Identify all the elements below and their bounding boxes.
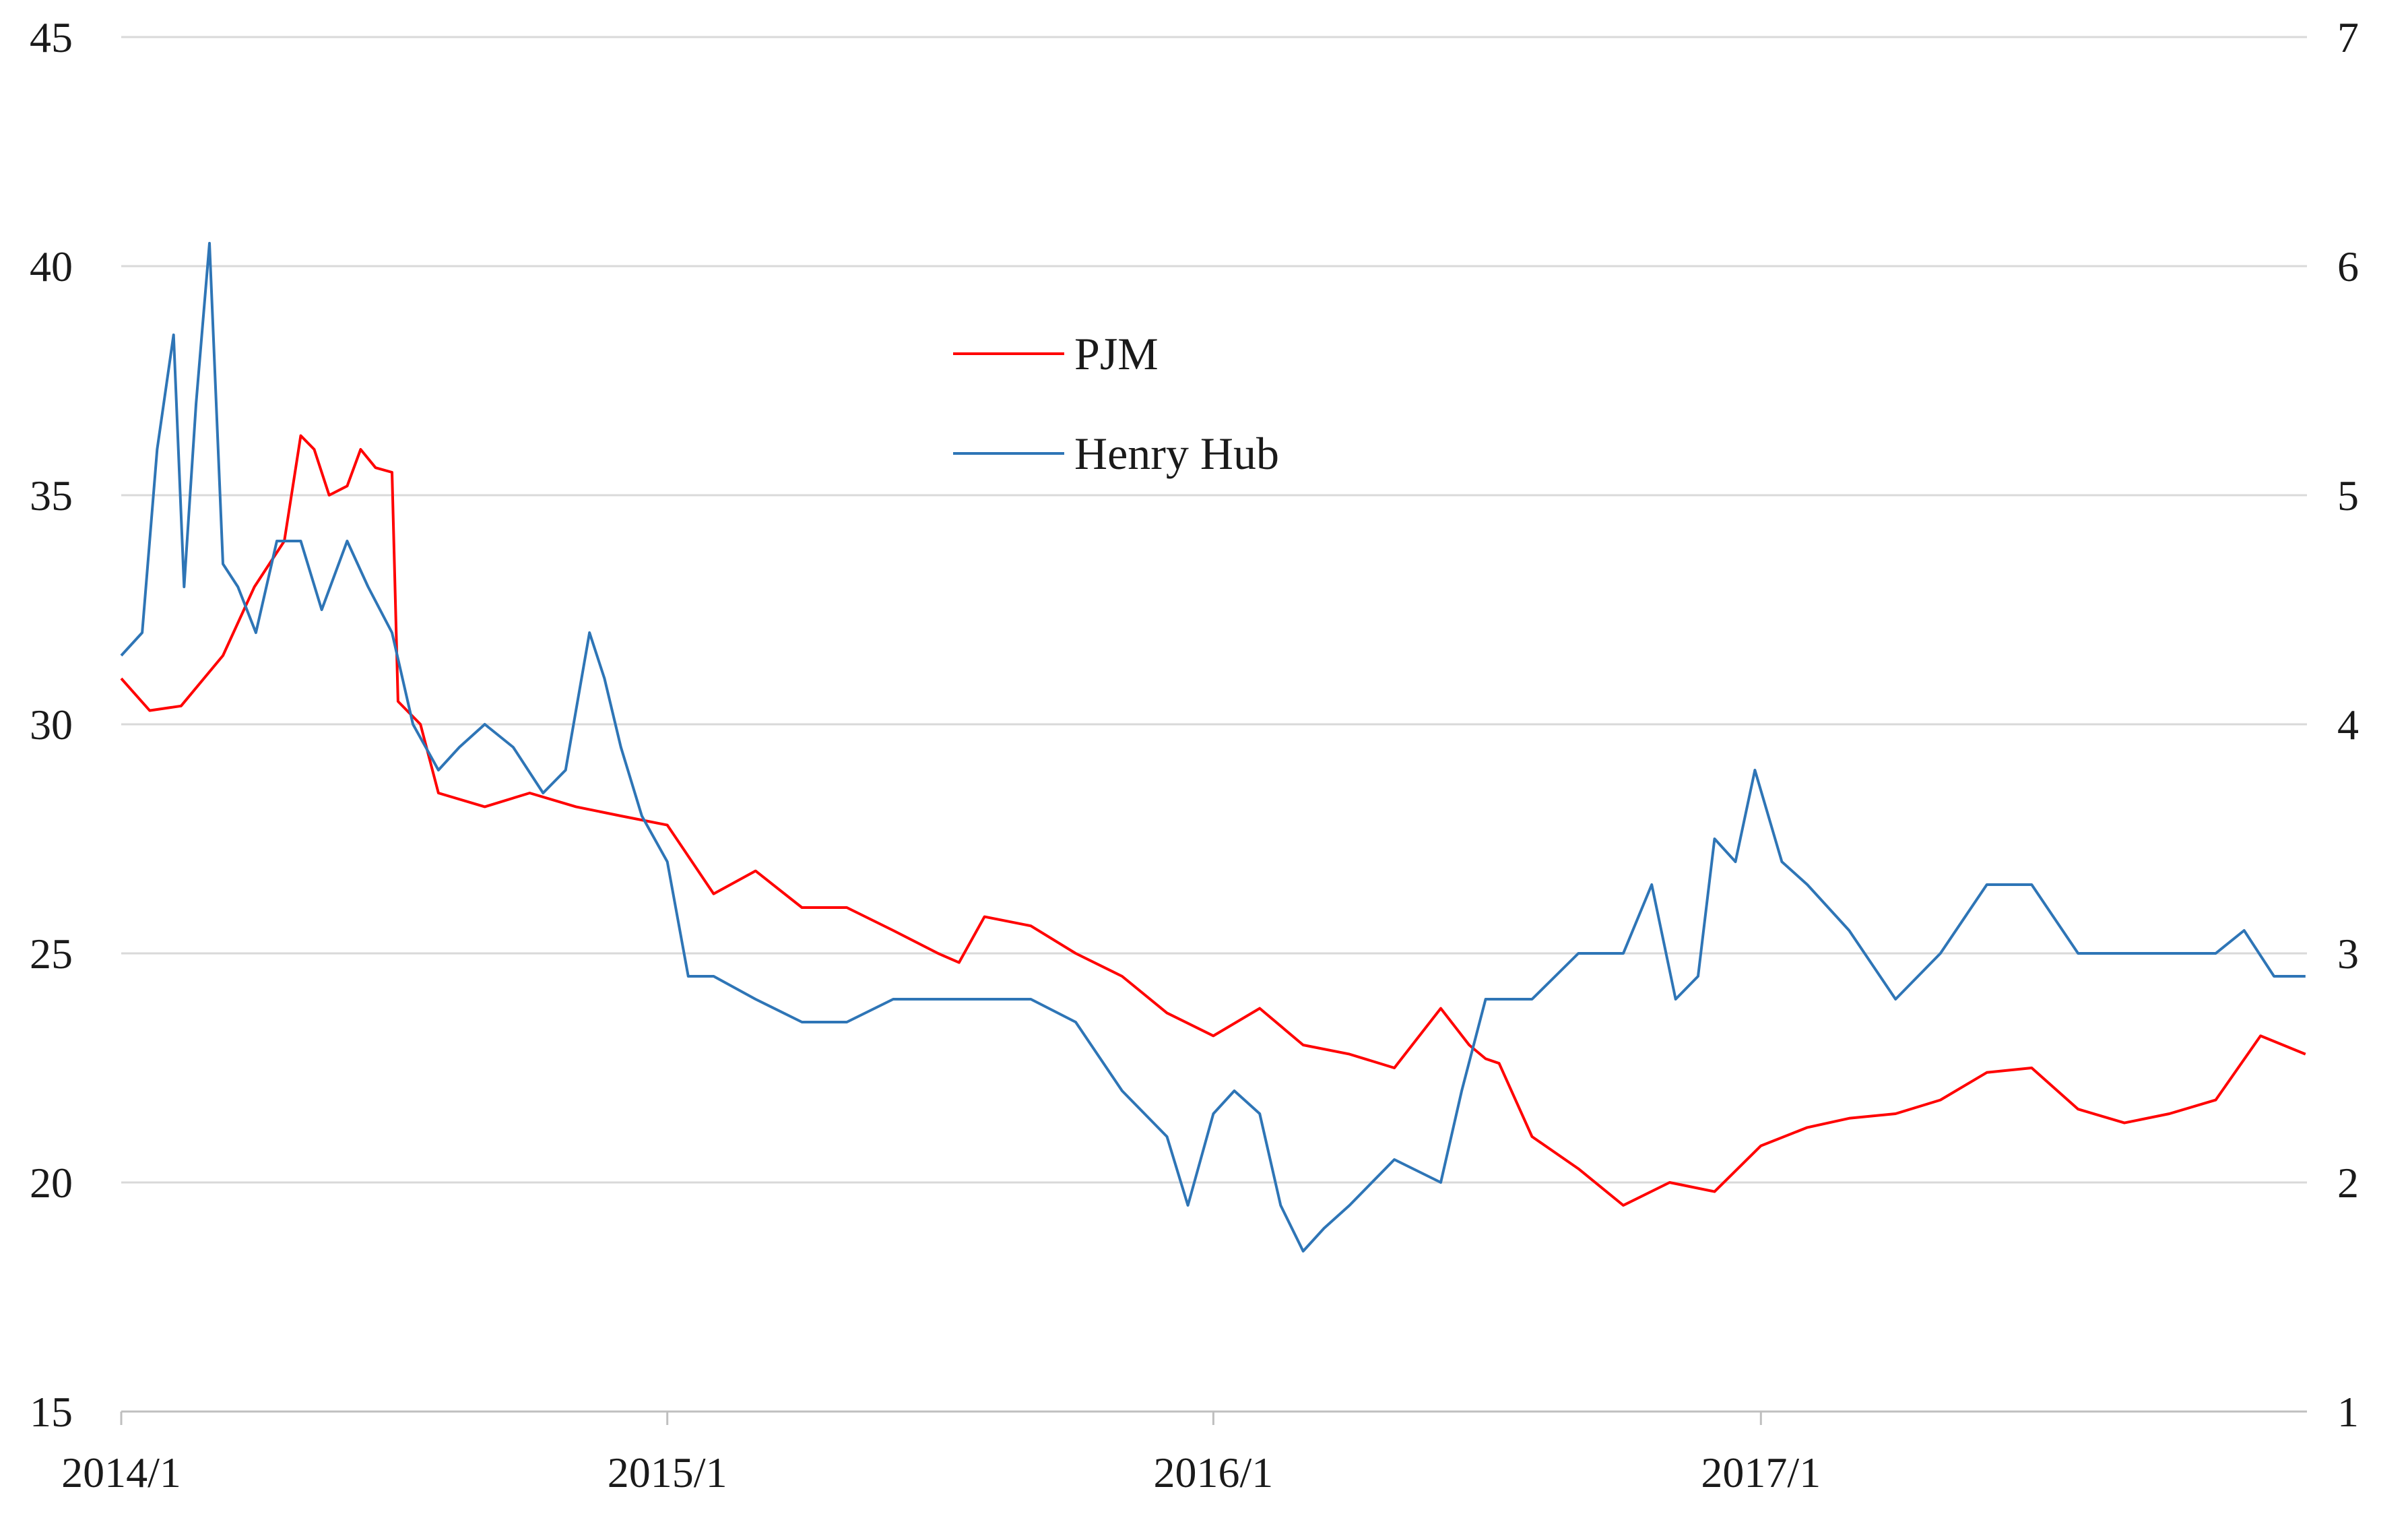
x-tick-label: 2016/1 [1153,1449,1273,1496]
right-tick-label: 1 [2337,1388,2359,1436]
left-axis-ticks: 15 20 25 30 35 40 45 [30,13,73,1436]
right-tick-label: 7 [2337,13,2359,61]
right-axis-ticks: 1 2 3 4 5 6 7 [2337,13,2359,1436]
series-line-henry-hub [120,242,2306,1253]
right-tick-label: 6 [2337,243,2359,290]
x-tick-label: 2017/1 [1701,1449,1821,1496]
x-tick-label: 2015/1 [608,1449,727,1496]
legend: PJM Henry Hub [953,328,1279,479]
left-tick-label: 40 [30,243,73,290]
series-lines [120,242,2306,1253]
left-tick-label: 45 [30,13,73,61]
left-tick-label: 25 [30,930,73,978]
legend-label-henry-hub: Henry Hub [1074,428,1279,479]
legend-label-pjm: PJM [1074,328,1159,379]
left-tick-label: 35 [30,472,73,519]
right-tick-label: 4 [2337,701,2359,749]
left-tick-label: 20 [30,1159,73,1207]
right-tick-label: 5 [2337,472,2359,519]
right-tick-label: 3 [2337,930,2359,978]
left-tick-label: 15 [30,1388,73,1436]
x-tick-label: 2014/1 [61,1449,181,1496]
right-tick-label: 2 [2337,1159,2359,1207]
x-axis-ticks: 2014/1 2015/1 2016/1 2017/1 [61,1412,1821,1496]
gridlines [121,36,2307,1184]
left-tick-label: 30 [30,701,73,749]
series-line-pjm [120,434,2306,1207]
